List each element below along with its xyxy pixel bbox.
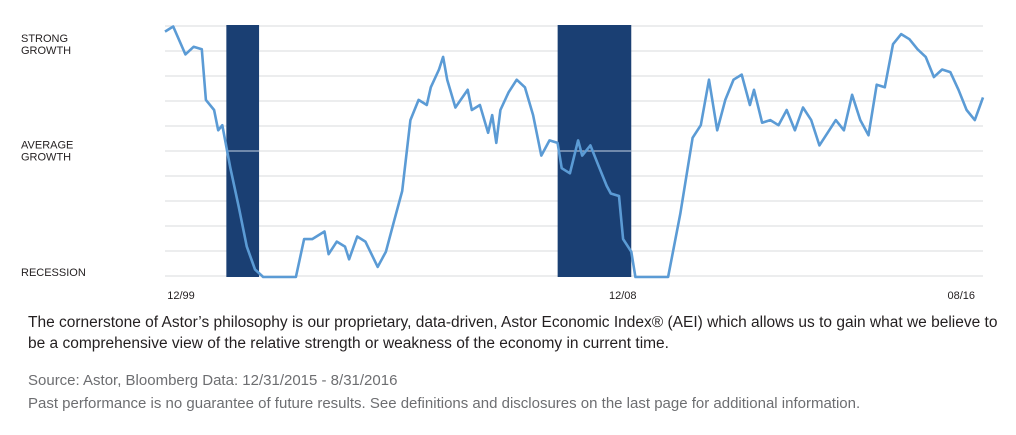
y-tick-label: GROWTH [21, 45, 71, 57]
chart-description: The cornerstone of Astor’s philosophy is… [28, 314, 998, 352]
source-line: Source: Astor, Bloomberg Data: 12/31/201… [28, 372, 398, 389]
x-tick-label: 12/08 [609, 290, 637, 302]
x-tick-label: 08/16 [947, 290, 975, 302]
y-tick-label: STRONG [21, 33, 68, 45]
y-tick-label: AVERAGE [21, 140, 73, 152]
aei-series-line [164, 25, 985, 279]
y-tick-label: GROWTH [21, 152, 71, 164]
series-lines [164, 25, 985, 279]
disclaimer: Past performance is no guarantee of futu… [28, 395, 861, 412]
x-tick-labels: 12/99 12/08 08/16 [167, 290, 975, 302]
x-tick-label: 12/99 [167, 290, 195, 302]
y-tick-label: RECESSION [21, 267, 86, 279]
